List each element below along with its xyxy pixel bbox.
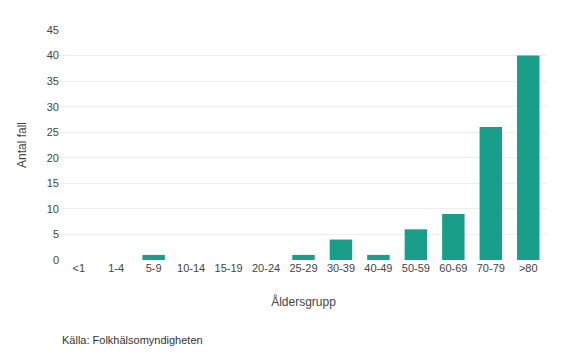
svg-text:40-49: 40-49 xyxy=(364,262,392,274)
svg-text:10: 10 xyxy=(47,203,59,215)
svg-text:40: 40 xyxy=(47,49,59,61)
svg-text:25-29: 25-29 xyxy=(289,262,317,274)
svg-text:>80: >80 xyxy=(519,262,538,274)
svg-text:Antal fall: Antal fall xyxy=(15,122,29,168)
svg-text:35: 35 xyxy=(47,75,59,87)
svg-text:<1: <1 xyxy=(72,262,85,274)
svg-text:1-4: 1-4 xyxy=(108,262,124,274)
svg-text:15-19: 15-19 xyxy=(215,262,243,274)
svg-text:20-24: 20-24 xyxy=(252,262,280,274)
svg-text:Källa: Folkhälsomyndigheten: Källa: Folkhälsomyndigheten xyxy=(62,334,203,346)
svg-text:Åldersgrupp: Åldersgrupp xyxy=(271,294,336,309)
svg-text:5-9: 5-9 xyxy=(146,262,162,274)
svg-text:20: 20 xyxy=(47,152,59,164)
svg-text:30-39: 30-39 xyxy=(327,262,355,274)
svg-text:50-59: 50-59 xyxy=(402,262,430,274)
svg-text:25: 25 xyxy=(47,126,59,138)
svg-text:70-79: 70-79 xyxy=(477,262,505,274)
svg-text:30: 30 xyxy=(47,101,59,113)
svg-text:15: 15 xyxy=(47,177,59,189)
svg-text:0: 0 xyxy=(53,254,59,266)
svg-text:60-69: 60-69 xyxy=(439,262,467,274)
svg-text:45: 45 xyxy=(47,24,59,36)
svg-text:5: 5 xyxy=(53,228,59,240)
svg-text:10-14: 10-14 xyxy=(177,262,205,274)
